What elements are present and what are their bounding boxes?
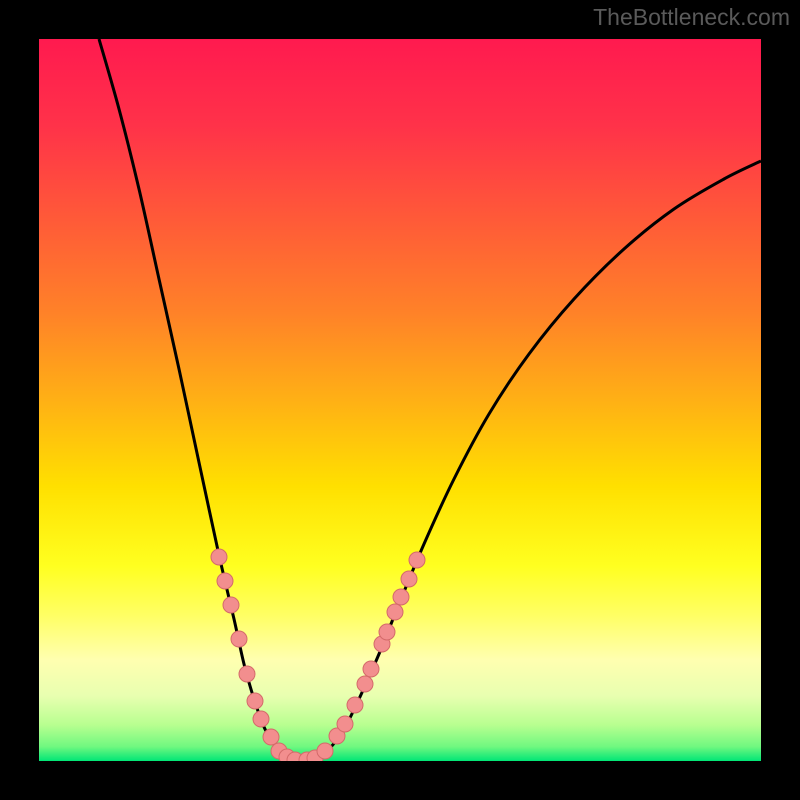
data-marker [317,743,333,759]
data-marker [363,661,379,677]
data-marker [393,589,409,605]
data-marker [231,631,247,647]
data-marker [239,666,255,682]
data-marker [217,573,233,589]
data-marker [379,624,395,640]
watermark-text: TheBottleneck.com [593,4,790,31]
chart-canvas: TheBottleneck.com [0,0,800,800]
plot-area [39,39,761,761]
data-marker [357,676,373,692]
data-marker [401,571,417,587]
data-marker [387,604,403,620]
data-marker [409,552,425,568]
data-marker [263,729,279,745]
data-marker [347,697,363,713]
data-marker [247,693,263,709]
data-marker [337,716,353,732]
data-marker [253,711,269,727]
chart-svg [39,39,761,761]
data-marker [211,549,227,565]
gradient-background [39,39,761,761]
data-marker [223,597,239,613]
